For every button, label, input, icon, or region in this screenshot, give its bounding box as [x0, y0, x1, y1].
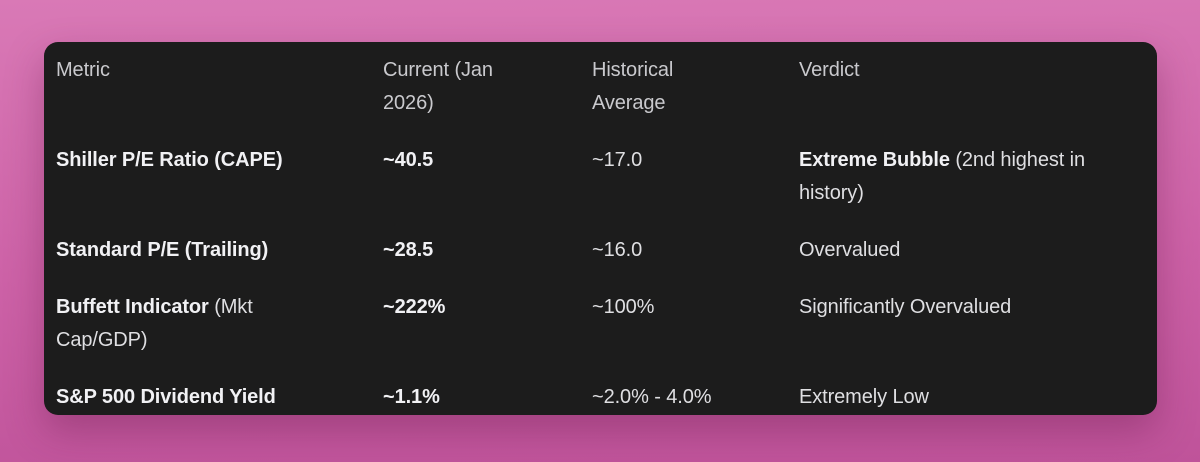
metric-note: (Mkt Cap/GDP)	[56, 296, 253, 351]
table-header-row: Metric Current (Jan 2026) Historical Ave…	[56, 42, 1145, 132]
verdict-cell: Extreme Bubble (2nd highest in history)	[799, 132, 1145, 222]
current-value-cell: ~222%	[383, 279, 592, 369]
table-row: Buffett Indicator (Mkt Cap/GDP) ~222% ~1…	[56, 279, 1145, 369]
verdict-cell: Extremely Low	[799, 369, 1145, 415]
header-current: Current (Jan 2026)	[383, 59, 493, 114]
current-value-cell: ~1.1%	[383, 369, 592, 415]
header-historical-average: Historical Average	[592, 59, 674, 114]
current-value: ~1.1%	[383, 386, 440, 408]
current-value: ~28.5	[383, 239, 434, 261]
verdict-note: Extremely Low	[799, 386, 929, 408]
metric-cell: Shiller P/E Ratio (CAPE)	[56, 132, 383, 222]
metric-name: Buffett Indicator	[56, 296, 209, 318]
historical-average-cell: ~2.0% - 4.0%	[592, 386, 712, 408]
verdict-note: Significantly Overvalued	[799, 296, 1012, 318]
table-row: Shiller P/E Ratio (CAPE) ~40.5 ~17.0 Ext…	[56, 132, 1145, 222]
historical-average-cell: ~16.0	[592, 239, 643, 261]
metric-name: S&P 500 Dividend Yield	[56, 386, 276, 408]
verdict-note: Overvalued	[799, 239, 901, 261]
header-metric: Metric	[56, 59, 110, 81]
table-row: Standard P/E (Trailing) ~28.5 ~16.0 Over…	[56, 222, 1145, 279]
header-verdict: Verdict	[799, 59, 860, 81]
valuation-metrics-table: Metric Current (Jan 2026) Historical Ave…	[44, 42, 1157, 415]
verdict-cell: Significantly Overvalued	[799, 279, 1145, 369]
current-value: ~40.5	[383, 149, 434, 171]
metric-name: Standard P/E (Trailing)	[56, 239, 269, 261]
historical-average-cell: ~100%	[592, 296, 655, 318]
current-value-cell: ~40.5	[383, 132, 592, 222]
current-value-cell: ~28.5	[383, 222, 592, 279]
metrics-table-card: Metric Current (Jan 2026) Historical Ave…	[44, 42, 1157, 415]
metric-cell: Buffett Indicator (Mkt Cap/GDP)	[56, 279, 383, 369]
historical-average-cell: ~17.0	[592, 149, 643, 171]
current-value: ~222%	[383, 296, 446, 318]
table-row: S&P 500 Dividend Yield ~1.1% ~2.0% - 4.0…	[56, 369, 1145, 415]
metric-cell: Standard P/E (Trailing)	[56, 222, 383, 279]
metric-name: Shiller P/E Ratio (CAPE)	[56, 149, 283, 171]
verdict-note: (2nd highest in history)	[799, 149, 1086, 204]
metric-cell: S&P 500 Dividend Yield	[56, 369, 383, 415]
verdict-cell: Overvalued	[799, 222, 1145, 279]
verdict-emphasis: Extreme Bubble	[799, 149, 950, 171]
